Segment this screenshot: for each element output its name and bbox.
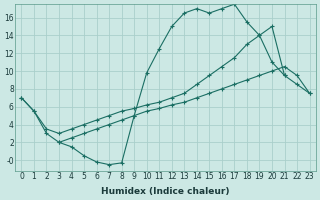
X-axis label: Humidex (Indice chaleur): Humidex (Indice chaleur) <box>101 187 230 196</box>
